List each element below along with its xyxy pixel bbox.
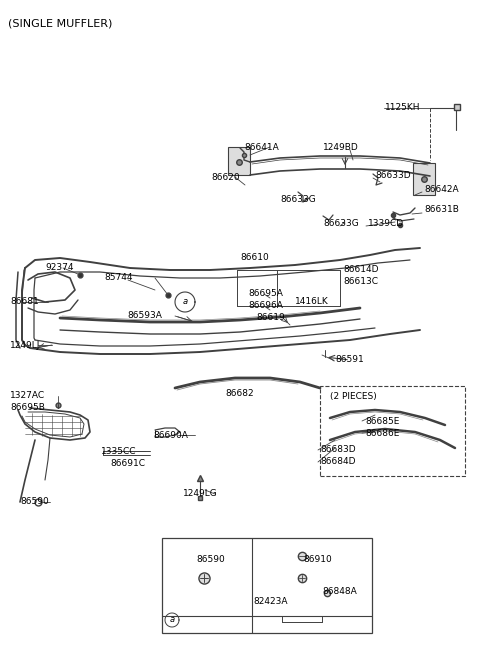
Text: (2 PIECES): (2 PIECES) xyxy=(330,392,377,402)
Bar xyxy=(162,538,372,633)
Text: 86685E: 86685E xyxy=(365,417,399,426)
Text: 86631B: 86631B xyxy=(424,206,459,214)
Text: 86684D: 86684D xyxy=(320,457,356,466)
Text: 86695B: 86695B xyxy=(10,403,45,413)
Text: 86683D: 86683D xyxy=(320,445,356,455)
Text: 86619: 86619 xyxy=(256,314,285,322)
Text: 1335CC: 1335CC xyxy=(101,447,136,455)
Text: 86593A: 86593A xyxy=(127,312,162,320)
Text: 86614D: 86614D xyxy=(343,265,379,274)
Text: a: a xyxy=(169,616,175,624)
Text: 86633G: 86633G xyxy=(280,195,316,204)
Text: 1339CD: 1339CD xyxy=(368,219,404,229)
Text: 86590: 86590 xyxy=(196,555,225,565)
Text: 1416LK: 1416LK xyxy=(295,297,329,307)
Text: 86642A: 86642A xyxy=(424,185,458,195)
Text: 86591: 86591 xyxy=(335,356,364,364)
Text: 86696A: 86696A xyxy=(248,301,283,310)
Text: 86691C: 86691C xyxy=(110,460,145,468)
Text: 86695A: 86695A xyxy=(248,290,283,299)
Text: 86686E: 86686E xyxy=(365,428,399,438)
Text: 86590: 86590 xyxy=(20,498,49,506)
Text: 1327AC: 1327AC xyxy=(10,392,45,400)
Text: 86681: 86681 xyxy=(10,297,39,307)
Bar xyxy=(228,147,250,175)
Text: 92374: 92374 xyxy=(45,263,73,272)
Bar xyxy=(320,386,465,476)
Text: 82423A: 82423A xyxy=(253,597,288,605)
Text: 1125KH: 1125KH xyxy=(385,103,420,113)
Text: 86682: 86682 xyxy=(225,388,253,398)
Text: 86690A: 86690A xyxy=(153,430,188,440)
Text: 1249BD: 1249BD xyxy=(323,143,359,151)
Text: 1249LG: 1249LG xyxy=(183,489,218,498)
Text: 86620: 86620 xyxy=(211,172,240,181)
Text: 85744: 85744 xyxy=(104,274,132,282)
Text: 86613C: 86613C xyxy=(343,278,378,286)
Text: a: a xyxy=(182,297,188,307)
Text: 1249LJ: 1249LJ xyxy=(10,341,40,350)
Text: 86641A: 86641A xyxy=(244,143,279,151)
Text: 86910: 86910 xyxy=(303,555,332,565)
Bar xyxy=(413,163,435,195)
Text: (SINGLE MUFFLER): (SINGLE MUFFLER) xyxy=(8,18,112,28)
Text: 86848A: 86848A xyxy=(322,586,357,595)
Text: 86633D: 86633D xyxy=(375,172,410,181)
Text: 86633G: 86633G xyxy=(323,219,359,229)
Text: 86610: 86610 xyxy=(240,253,269,263)
